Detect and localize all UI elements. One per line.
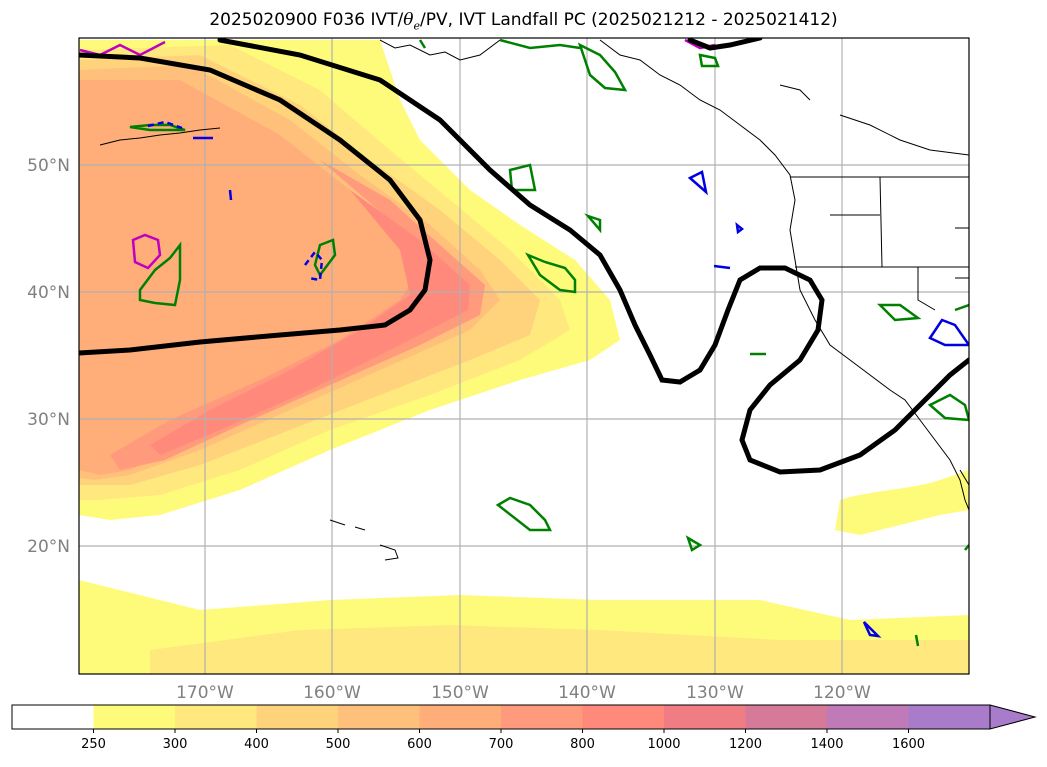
lon-label: 120°W [813,683,871,703]
lon-label: 140°W [558,683,616,703]
colorbar-extend-arrow [989,704,1037,730]
colorbar-tick-label: 1600 [892,737,925,752]
lat-label: 30°N [27,410,70,430]
lon-label: 170°W [176,683,234,703]
colorbar-tick-label: 1000 [647,737,680,752]
colorbar-tick-label: 400 [244,737,269,752]
lon-label: 150°W [431,683,489,703]
lon-label: 160°W [303,683,361,703]
lat-label: 20°N [27,537,70,557]
colorbar-swatch [908,705,991,729]
colorbar-swatch [12,705,94,729]
lat-label: 40°N [27,283,70,303]
colorbar-swatch [419,705,502,729]
colorbar-tick-label: 1400 [810,737,843,752]
colorbar: 250 300 400 500 600 700 800 1000 1200 1400 1600 [11,704,1037,752]
lon-label: 130°W [686,683,744,703]
colorbar-swatch [256,705,339,729]
colorbar-tick-label: 800 [570,737,595,752]
colorbar-tick-label: 1200 [729,737,762,752]
lat-label: 50°N [27,156,70,176]
colorbar-tick-label: 250 [81,737,106,752]
colorbar-tick-label: 500 [326,737,351,752]
theta-e-contours [147,120,969,638]
map-panel [79,38,969,674]
ivt-shading [79,40,969,674]
map-frame [78,37,970,675]
coastlines [99,39,969,561]
landfall-contour [79,38,969,475]
colorbar-swatch [664,705,746,729]
colorbar-tick-label: 700 [489,737,514,752]
colorbar-tick-label: 600 [407,737,432,752]
colorbar-tick-label: 300 [163,737,188,752]
pv-contours [129,38,969,647]
lat-labels: 50°N 40°N 30°N 20°N [27,156,70,557]
colorbar-swatch [827,705,909,729]
graticule [79,38,969,674]
lon-labels: 170°W 160°W 150°W 140°W 130°W 120°W [176,683,871,703]
colorbar-swatch [745,705,828,729]
colorbar-swatch [501,705,583,729]
colorbar-swatch [582,705,665,729]
colorbar-swatch [175,705,257,729]
map-title: 2025020900 F036 IVT/θe/PV, IVT Landfall … [209,10,838,33]
colorbar-swatch [338,705,420,729]
colorbar-swatch [93,705,176,729]
